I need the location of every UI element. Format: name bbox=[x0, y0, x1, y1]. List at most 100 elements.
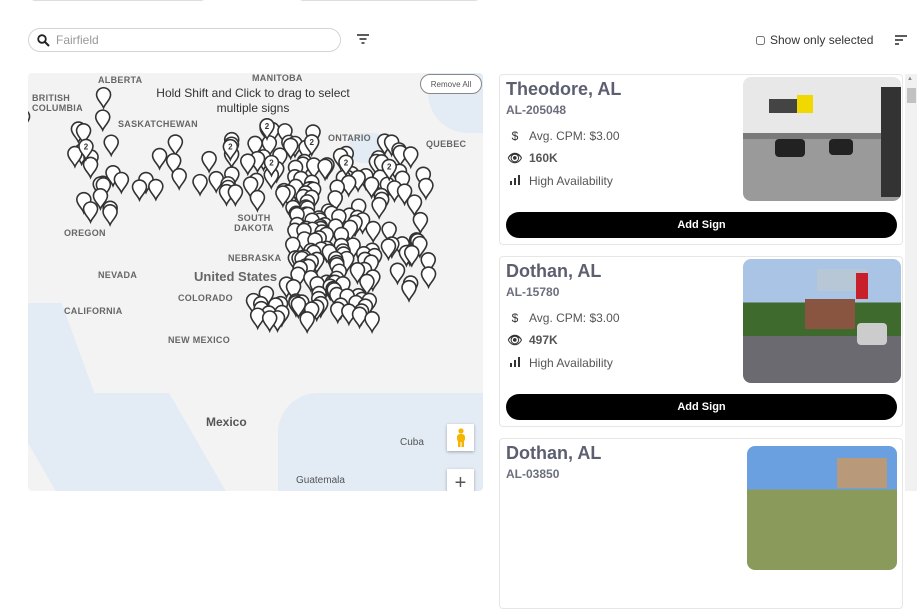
card-availability: High Availability bbox=[506, 174, 613, 188]
pin-cluster-count: 2 bbox=[309, 138, 314, 147]
card-cpm-text: Avg. CPM: $3.00 bbox=[529, 311, 620, 325]
map-pin[interactable] bbox=[420, 252, 437, 275]
map-pin[interactable] bbox=[102, 204, 118, 228]
show-only-selected-checkbox[interactable] bbox=[756, 35, 765, 45]
pin-cluster-count: 2 bbox=[269, 159, 274, 168]
map-label-british-columbia: BRITISH COLUMBIA bbox=[32, 93, 83, 113]
map-pin[interactable] bbox=[75, 122, 92, 146]
map-pin[interactable]: 2 bbox=[263, 154, 280, 178]
map-pin[interactable] bbox=[247, 135, 263, 159]
map-pin[interactable] bbox=[239, 153, 256, 177]
map-pin[interactable]: 2 bbox=[303, 134, 320, 158]
search-input[interactable] bbox=[56, 33, 306, 47]
map-pin[interactable] bbox=[406, 194, 423, 218]
sort-icon[interactable] bbox=[894, 34, 908, 46]
scrollbar[interactable]: ▲ bbox=[905, 74, 917, 491]
map-pin[interactable] bbox=[364, 311, 380, 335]
map-label-saskatchewan: SASKATCHEWAN bbox=[118, 119, 198, 129]
map-pin[interactable] bbox=[285, 278, 302, 302]
card-cpm: $ Avg. CPM: $3.00 bbox=[506, 129, 620, 143]
map-pin[interactable]: 2 bbox=[222, 138, 239, 162]
map-pin[interactable] bbox=[420, 266, 437, 290]
map-pin[interactable] bbox=[165, 152, 182, 176]
zoom-in-button[interactable]: + bbox=[447, 469, 474, 491]
map-pin[interactable] bbox=[403, 244, 420, 268]
top-tab[interactable] bbox=[30, 0, 206, 1]
sign-photo bbox=[743, 259, 901, 383]
map-label-nevada: NEVADA bbox=[98, 270, 138, 280]
map-pin[interactable] bbox=[249, 307, 266, 331]
map-pin[interactable] bbox=[94, 109, 111, 133]
filter-icon[interactable] bbox=[356, 33, 370, 45]
map-pin[interactable] bbox=[242, 176, 259, 200]
map-pin[interactable]: 2 bbox=[338, 154, 354, 178]
sign-card[interactable]: Theodore, AL AL-205048 $ Avg. CPM: $3.00 … bbox=[499, 74, 903, 245]
show-only-selected[interactable]: Show only selected bbox=[756, 33, 873, 47]
map-pin[interactable] bbox=[131, 179, 148, 203]
map-label-united-states: United States bbox=[194, 269, 278, 284]
map-pin[interactable] bbox=[227, 184, 244, 208]
map-pin[interactable] bbox=[92, 188, 109, 211]
map-pin[interactable] bbox=[290, 296, 307, 320]
map-pin[interactable] bbox=[249, 189, 266, 213]
card-availability: High Availability bbox=[506, 356, 613, 370]
add-sign-button[interactable]: Add Sign bbox=[506, 394, 897, 420]
map-pin[interactable] bbox=[402, 146, 419, 170]
scrollbar-thumb[interactable] bbox=[907, 88, 916, 103]
map-pin[interactable] bbox=[82, 156, 99, 180]
map-pin[interactable] bbox=[285, 236, 301, 260]
map-pin[interactable] bbox=[359, 273, 375, 297]
map-pin[interactable] bbox=[380, 238, 397, 262]
map-pin[interactable] bbox=[171, 167, 187, 191]
map-pin[interactable] bbox=[192, 173, 208, 197]
dollar-icon: $ bbox=[511, 129, 519, 143]
map-pin[interactable] bbox=[261, 310, 278, 334]
search-box[interactable] bbox=[28, 28, 341, 52]
map-pin[interactable]: 2 bbox=[78, 138, 94, 162]
street-view-pegman-icon[interactable] bbox=[447, 424, 474, 451]
map-pin[interactable] bbox=[82, 201, 99, 225]
map-pin[interactable] bbox=[412, 211, 429, 235]
card-city: Dothan, AL bbox=[506, 261, 602, 281]
add-sign-button[interactable]: Add Sign bbox=[506, 212, 897, 238]
map-label-guatemala: Guatemala bbox=[296, 475, 345, 486]
map-pin[interactable] bbox=[28, 110, 31, 130]
signal-bars-icon bbox=[506, 356, 524, 370]
top-tab[interactable] bbox=[298, 0, 480, 1]
remove-all-button[interactable]: Remove All bbox=[420, 74, 482, 94]
map-pin[interactable] bbox=[371, 196, 387, 220]
card-impressions-text: 497K bbox=[529, 333, 558, 347]
sign-card[interactable]: Dothan, AL AL-03850 bbox=[499, 438, 903, 609]
scroll-up-icon[interactable]: ▲ bbox=[907, 76, 913, 82]
map-pin[interactable] bbox=[389, 262, 406, 286]
map-pin[interactable] bbox=[275, 185, 291, 209]
map-pin[interactable] bbox=[201, 150, 217, 174]
map[interactable]: 22222222 ALBERTA MANITOBA BRITISH COLUMB… bbox=[28, 73, 483, 491]
map-pin[interactable]: 2 bbox=[259, 118, 275, 141]
sign-photo bbox=[743, 77, 901, 201]
map-pin[interactable] bbox=[381, 221, 397, 245]
map-pin[interactable] bbox=[299, 311, 315, 335]
map-pin[interactable] bbox=[365, 220, 382, 244]
map-pin[interactable] bbox=[317, 158, 333, 182]
card-availability-text: High Availability bbox=[529, 356, 613, 370]
sign-card[interactable]: Dothan, AL AL-15780 $ Avg. CPM: $3.00 👁 49… bbox=[499, 256, 903, 427]
pin-cluster-count: 2 bbox=[344, 158, 349, 167]
map-pin[interactable] bbox=[151, 147, 168, 171]
card-code: AL-205048 bbox=[506, 103, 567, 117]
map-pin[interactable] bbox=[167, 134, 184, 158]
map-pin[interactable] bbox=[148, 178, 164, 202]
map-pin[interactable] bbox=[401, 279, 417, 303]
show-only-selected-label: Show only selected bbox=[770, 33, 874, 47]
map-pins: 22222222 bbox=[28, 86, 437, 335]
map-pin[interactable] bbox=[418, 177, 434, 201]
signal-bars-icon bbox=[506, 174, 524, 188]
map-pin[interactable] bbox=[95, 86, 112, 110]
map-pin[interactable]: 2 bbox=[381, 158, 398, 182]
map-pin[interactable] bbox=[351, 306, 368, 330]
map-pin[interactable] bbox=[113, 171, 130, 195]
map-pin[interactable] bbox=[67, 145, 83, 169]
map-pin[interactable] bbox=[305, 157, 322, 181]
map-pin[interactable] bbox=[103, 134, 120, 158]
map-hint: Hold Shift and Click to drag to select m… bbox=[156, 86, 350, 115]
